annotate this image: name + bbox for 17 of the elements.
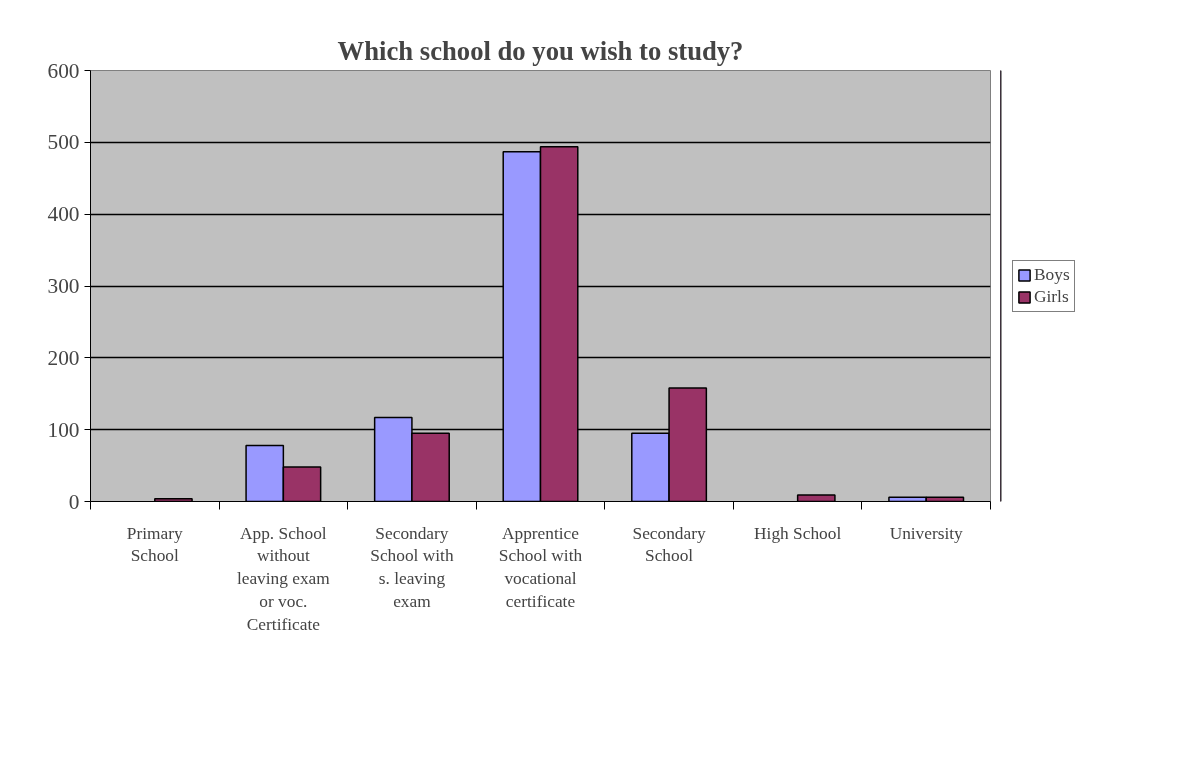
y-tick-label: 300 [47,274,80,298]
x-tick-label: Secondary School with s. leaving exam [370,523,454,611]
x-tick-label: Primary School [126,523,184,566]
y-tick-label: 200 [47,345,80,370]
x-tick-label: Secondary School [632,523,706,566]
x-tick-label: High School [754,523,842,543]
legend-label: Girls [1034,286,1069,307]
y-tick-label: 0 [68,489,80,514]
x-tick-label: Apprentice School with vocational certificate [498,523,583,611]
x-tick-label: University [889,523,964,543]
y-tick-label: 500 [47,130,80,155]
y-tick-label: 600 [47,58,80,83]
chart-title: Which school do you wish to study? [337,35,744,66]
x-tick-label: App. School without leaving exam or voc. Certificate [236,523,331,634]
y-tick-label: 400 [47,202,80,227]
y-tick-label: 100 [47,417,80,442]
legend-label: Boys [1034,264,1070,285]
